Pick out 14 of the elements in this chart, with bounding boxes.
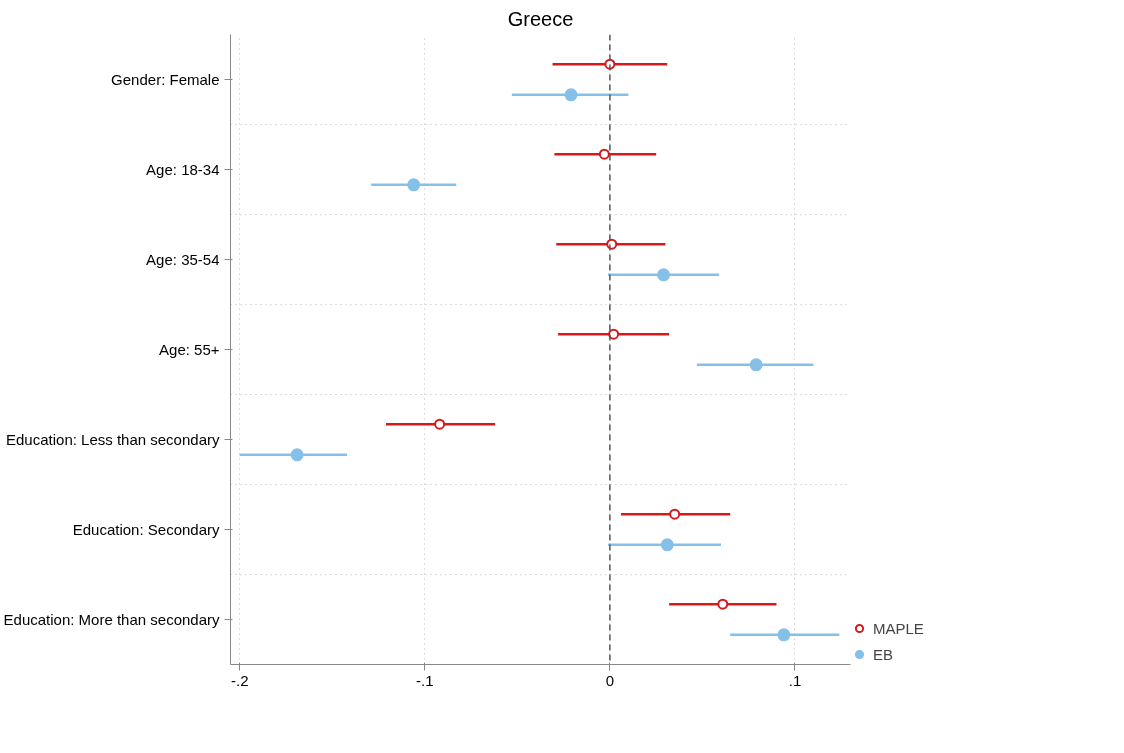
- legend-label: MAPLE: [873, 619, 924, 637]
- chart-title: Greece: [507, 7, 574, 30]
- x-tick-label: -.2: [231, 671, 249, 689]
- x-tick-label: 0: [605, 671, 615, 689]
- y-tick-label: Age: 55+: [159, 341, 220, 358]
- x-tick-label: -.1: [416, 671, 434, 689]
- y-tick-label: Education: More than secondary: [3, 611, 220, 628]
- y-tick-label: Education: Secondary: [72, 521, 220, 538]
- y-tick-label: Education: Less than secondary: [6, 431, 220, 448]
- y-tick-label: Age: 18-34: [146, 161, 220, 178]
- y-tick-label: Gender: Female: [111, 71, 220, 88]
- x-tick-label: .1: [788, 671, 802, 689]
- y-tick-label: Age: 35-54: [146, 251, 220, 268]
- legend-label: EB: [873, 645, 894, 663]
